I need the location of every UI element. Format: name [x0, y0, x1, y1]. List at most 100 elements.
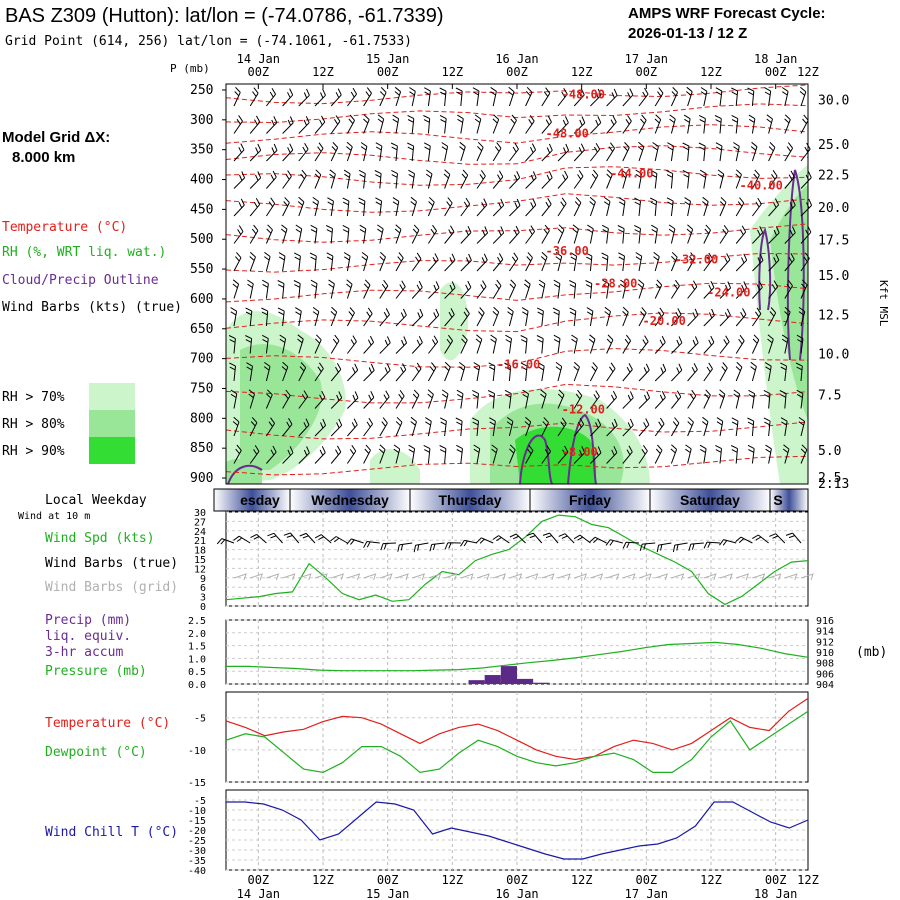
upper-wind-barb — [325, 225, 333, 244]
upper-wind-barb — [475, 334, 483, 354]
upper-wind-barb — [541, 445, 552, 464]
dewpoint-line — [225, 710, 809, 774]
upper-wind-barb — [654, 279, 663, 299]
upper-wind-barb — [395, 280, 406, 299]
upper-wind-barb — [780, 362, 787, 382]
upper-wind-barb — [715, 87, 723, 107]
y-tick-label: 15 — [194, 555, 206, 566]
upper-wind-barb — [330, 334, 340, 354]
upper-wind-barb — [731, 87, 739, 107]
upper-wind-barb — [390, 142, 398, 162]
upper-wind-barb — [347, 335, 357, 354]
upper-wind-barb — [703, 308, 715, 327]
y-tick-label: -20 — [188, 826, 206, 837]
y-tick-label: 0.5 — [188, 667, 206, 678]
grid-wind-barb — [444, 573, 458, 581]
upper-wind-barb — [363, 444, 371, 464]
upper-wind-barb — [249, 171, 262, 189]
upper-wind-barb — [343, 252, 351, 272]
upper-wind-barb — [717, 169, 725, 189]
surface-wind-barb — [492, 535, 510, 544]
upper-wind-barb — [735, 281, 748, 299]
upper-wind-barb — [606, 142, 616, 162]
grid-wind-barb — [525, 573, 539, 581]
upper-wind-barb — [703, 335, 715, 354]
upper-wind-barb — [634, 197, 641, 217]
upper-wind-barb — [667, 142, 674, 162]
y-tick-label: 30 — [194, 508, 206, 519]
grid-wind-barb — [233, 573, 247, 581]
upper-wind-barb — [606, 362, 616, 382]
kft-tick-label: 25.0 — [818, 138, 849, 153]
upper-wind-barb — [460, 307, 470, 327]
upper-wind-barb — [427, 224, 438, 244]
precip-bar — [533, 682, 550, 684]
upper-wind-barb — [590, 142, 601, 162]
upper-wind-barb — [490, 86, 497, 107]
upper-wind-barb — [233, 444, 242, 464]
upper-wind-barb — [248, 389, 255, 409]
isotherm-line — [225, 84, 809, 105]
upper-wind-barb — [654, 87, 664, 107]
upper-wind-barb — [687, 252, 696, 272]
weekday-label: Wednesday — [311, 492, 389, 508]
y-tick-label: -30 — [188, 846, 206, 857]
upper-wind-barb — [424, 87, 431, 107]
rh90-swatch — [89, 437, 135, 464]
surface-wind-barb — [216, 538, 235, 545]
upper-wind-barb — [232, 416, 240, 437]
bottom-time-tick: 12Z — [797, 873, 819, 887]
upper-wind-barb — [650, 169, 658, 189]
grid-wind-barb — [622, 573, 636, 581]
top-date-label: 14 Jan — [237, 52, 280, 66]
upper-wind-barb — [249, 143, 262, 162]
upper-wind-barb — [573, 170, 584, 189]
upper-wind-barb — [394, 86, 402, 107]
upper-wind-barb — [670, 444, 678, 464]
upper-wind-barb — [279, 334, 287, 354]
upper-wind-barb — [654, 363, 667, 382]
grid-wind-barb — [493, 573, 506, 581]
upper-wind-barb — [748, 114, 756, 134]
upper-wind-barb — [569, 280, 577, 299]
upper-wind-barb — [573, 197, 582, 217]
upper-wind-barb — [735, 225, 747, 244]
upper-wind-barb — [245, 307, 253, 327]
kft-tick-label: 12.5 — [818, 309, 849, 324]
upper-wind-barb — [508, 86, 515, 107]
grid-wind-barb — [655, 573, 668, 581]
upper-wind-barb — [573, 88, 585, 107]
surface-wind-barb — [346, 538, 364, 545]
upper-wind-barb — [347, 363, 359, 382]
upper-wind-barb — [553, 334, 561, 354]
upper-wind-barb — [346, 307, 355, 327]
surface-wind-barb — [639, 542, 656, 551]
upper-wind-barb — [670, 87, 679, 107]
isotherm-label: -20.00 — [643, 314, 686, 328]
upper-wind-barb — [460, 334, 468, 354]
upper-wind-barb — [784, 279, 793, 299]
upper-wind-barb — [411, 308, 424, 327]
upper-wind-barb — [719, 335, 730, 354]
y-tick-label: -5 — [194, 714, 206, 725]
upper-wind-barb — [683, 114, 691, 134]
grid-wind-barb — [703, 573, 717, 581]
upper-wind-barb — [457, 114, 464, 134]
temperature-line — [225, 697, 809, 761]
upper-wind-barb — [392, 197, 400, 217]
upper-wind-barb — [654, 335, 666, 354]
upper-wind-barb — [800, 142, 811, 162]
isotherm-labels: -48.00 -48.00 -44.00 -40.00 -36.00 -32.00 -28.… — [497, 88, 783, 459]
upper-wind-barb — [782, 87, 789, 107]
upper-wind-barb — [508, 252, 519, 272]
upper-wind-barb — [509, 171, 521, 189]
upper-wind-barb — [557, 224, 565, 244]
upper-wind-barb — [784, 226, 796, 244]
upper-wind-barb — [508, 279, 517, 299]
upper-wind-barb — [684, 197, 691, 217]
cloud-outline — [227, 464, 263, 485]
cloud-outline — [567, 413, 597, 485]
upper-wind-barb — [487, 390, 495, 409]
grid-wind-barb — [379, 573, 393, 581]
